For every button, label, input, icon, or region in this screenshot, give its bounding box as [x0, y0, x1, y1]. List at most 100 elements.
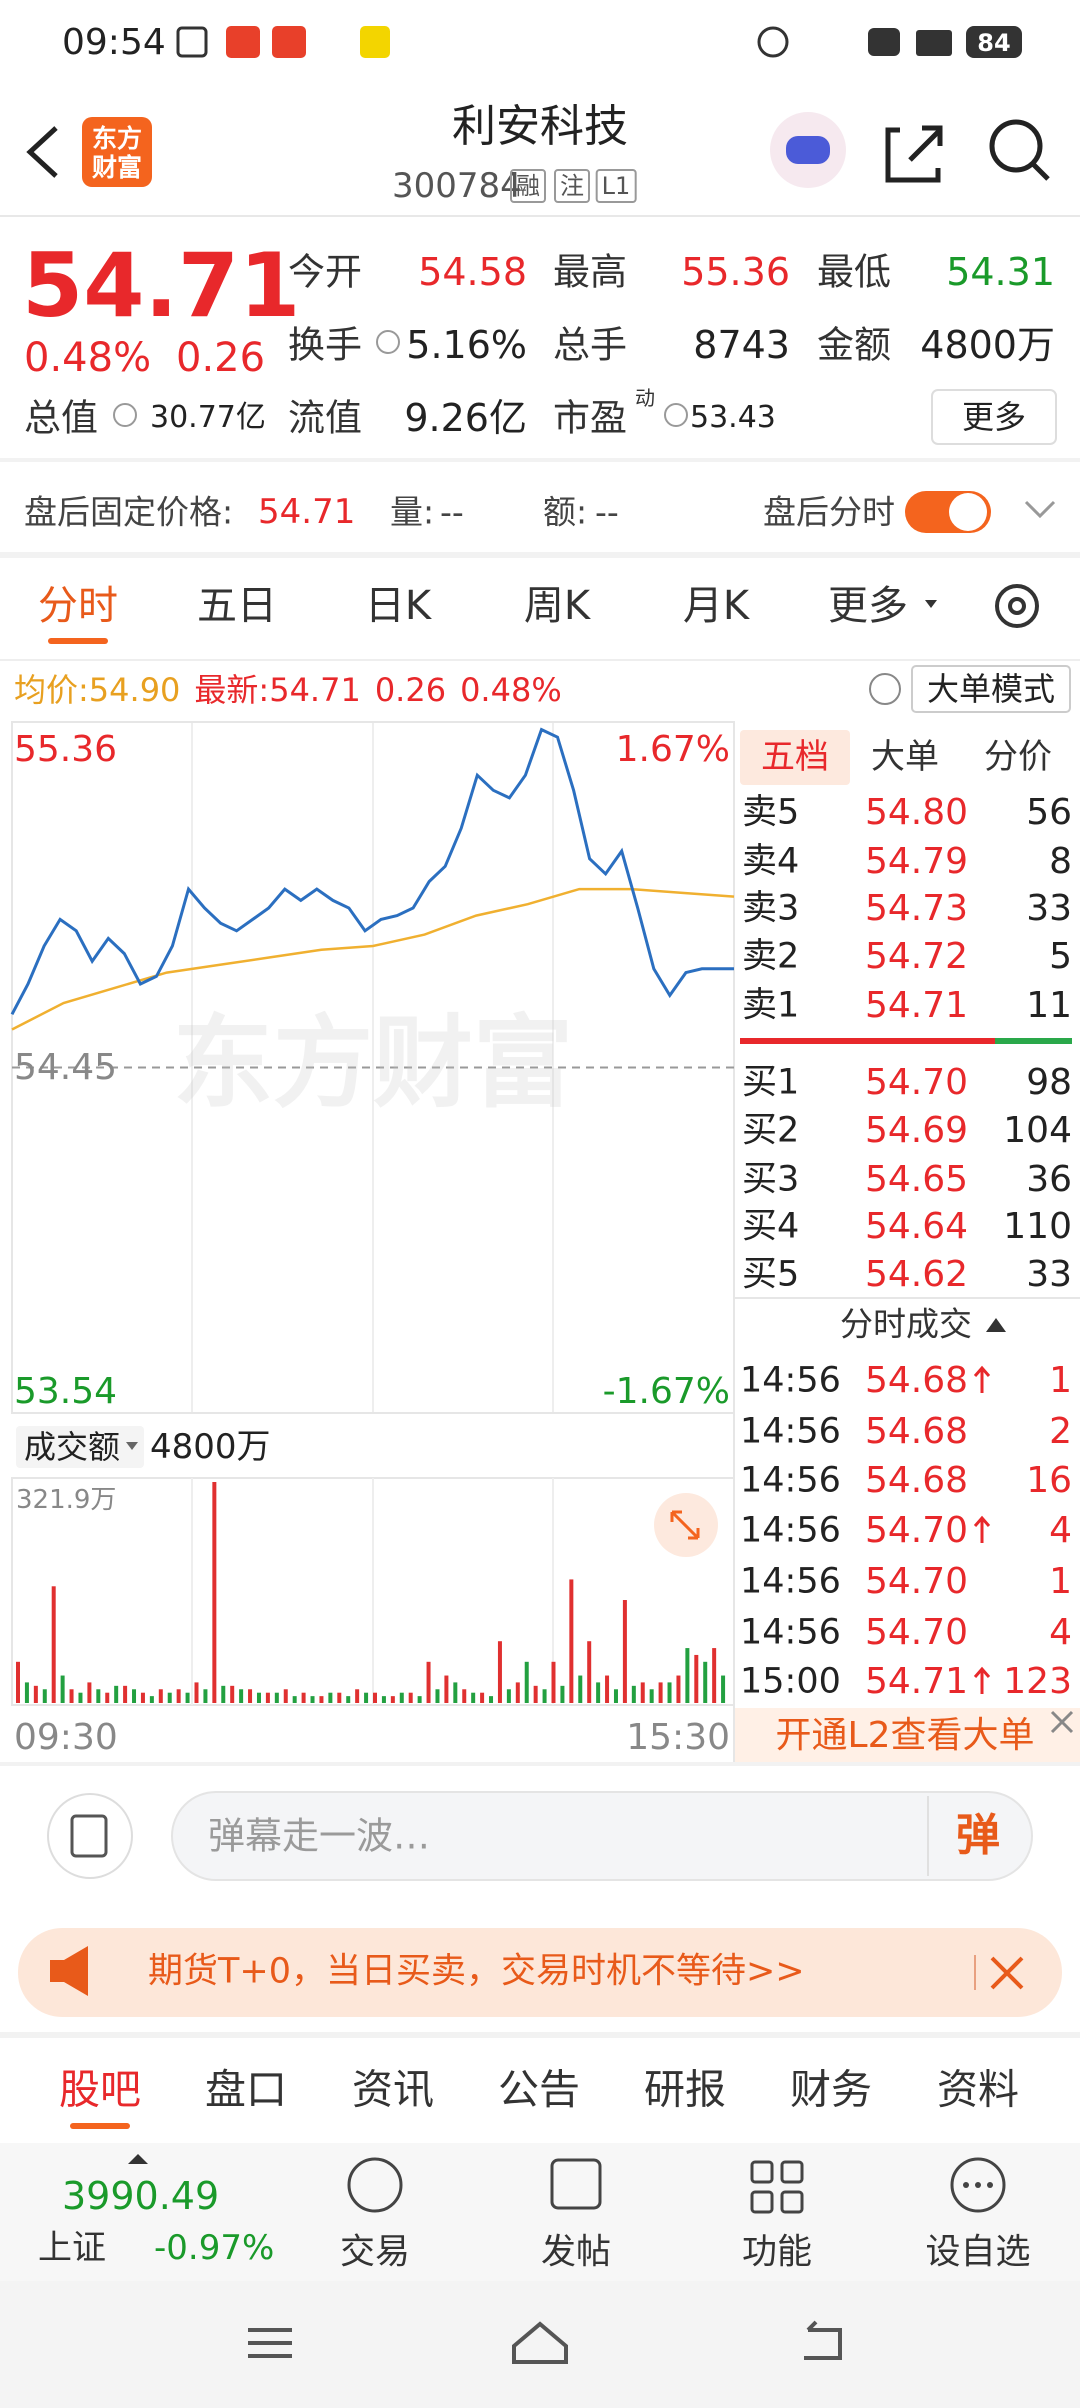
book-price: 54.79	[864, 841, 968, 882]
field-value: 53.43	[690, 400, 776, 435]
volume-bar-down	[489, 1696, 494, 1703]
book-price: 54.69	[864, 1110, 968, 1151]
volume-bar-down	[703, 1661, 708, 1703]
bottom-tab[interactable]: 盘口	[205, 2065, 287, 2114]
trade-volume: 4	[1049, 1612, 1072, 1653]
volume-bar-down	[185, 1692, 190, 1703]
field-value: 54.31	[946, 250, 1055, 294]
trade-time: 14:56	[740, 1360, 841, 1401]
badge: L1	[595, 169, 637, 203]
trade-volume: 4	[1049, 1510, 1072, 1551]
summary-item: 54.71	[269, 671, 361, 709]
ad-text[interactable]: 期货T+0，当日买卖，交易时机不等待>>	[148, 1951, 805, 1992]
volume-bar-down	[453, 1682, 458, 1703]
chart-tab[interactable]: 更多	[828, 583, 908, 629]
volume-bar-down	[221, 1685, 226, 1703]
volume-bar-down	[96, 1689, 101, 1703]
nav-item[interactable]: 交易	[339, 2232, 411, 2273]
book-price: 54.70	[864, 1062, 968, 1103]
nav-item[interactable]: 功能	[741, 2232, 813, 2273]
comment-button[interactable]: 弹	[956, 1810, 1000, 1861]
chart-tab[interactable]: 分时	[38, 583, 118, 629]
comment-placeholder[interactable]: 弹幕走一波…	[208, 1814, 430, 1858]
field-value: 9.26亿	[404, 396, 527, 440]
book-label: 卖3	[742, 888, 800, 929]
volume-bar-down	[42, 1689, 47, 1703]
after-hours-amount-label: 额:	[543, 492, 588, 532]
book-label: 卖1	[742, 985, 800, 1026]
book-label: 买3	[742, 1159, 800, 1200]
volume-max-label: 321.9万	[16, 1485, 117, 1515]
badge: 融	[510, 169, 546, 203]
y-top-label: 55.36	[14, 729, 118, 770]
after-hours-volume-label: 量:	[390, 492, 435, 532]
volume-bar-down	[613, 1689, 618, 1703]
book-label: 买2	[742, 1110, 800, 1151]
back-icon[interactable]	[26, 126, 58, 178]
volume-bar-down	[292, 1696, 297, 1703]
trades-title: 分时成交	[840, 1304, 972, 1344]
volume-bar-down	[506, 1689, 511, 1703]
volume-bar-down	[631, 1685, 636, 1703]
mode-button-bg[interactable]	[911, 665, 1071, 713]
summary-item: 54.90	[88, 671, 181, 709]
ad-banner[interactable]	[18, 1928, 1062, 2017]
more-button[interactable]: 更多	[961, 398, 1027, 436]
mode-button[interactable]: 大单模式	[926, 670, 1056, 708]
volume-bar-down	[667, 1682, 672, 1703]
search-icon[interactable]	[989, 119, 1043, 173]
field-label: 总值	[24, 396, 98, 440]
volume-bar-down	[149, 1696, 154, 1703]
volume-bar-up	[462, 1689, 467, 1703]
price-line	[10, 727, 734, 1016]
trade-price: 54.70	[864, 1612, 968, 1653]
book-price: 54.65	[864, 1159, 968, 1200]
chart-tab[interactable]: 五日	[197, 583, 277, 629]
volume-bar-down	[256, 1692, 261, 1703]
index-value: 3990.49	[62, 2174, 220, 2218]
book-price: 54.73	[864, 888, 968, 929]
bottom-tab[interactable]: 公告	[498, 2065, 580, 2114]
logo: 东方财富	[91, 124, 142, 182]
book-price: 54.71	[864, 985, 968, 1026]
chart-tab[interactable]: 日K	[364, 583, 432, 629]
volume-bar-up	[123, 1685, 128, 1703]
trade-price: 54.70	[864, 1510, 968, 1551]
chart-tab[interactable]: 月K	[682, 583, 750, 629]
volume-bar-down	[542, 1689, 547, 1703]
trade-volume: 1	[1049, 1360, 1072, 1401]
settings-icon[interactable]	[995, 584, 1039, 628]
chart-tab[interactable]: 周K	[523, 583, 591, 629]
bottom-tab[interactable]: 股吧	[59, 2065, 141, 2114]
book-volume: 33	[1026, 888, 1072, 929]
book-price: 54.80	[864, 792, 968, 833]
change-pct: 0.48%	[24, 335, 152, 381]
watermark: 东方财富	[173, 1005, 573, 1122]
more-button-bg[interactable]	[931, 389, 1057, 445]
book-tab[interactable]: 五档	[761, 737, 829, 777]
book-volume: 8	[1049, 841, 1072, 882]
bottom-tab[interactable]: 研报	[644, 2065, 726, 2114]
book-tab[interactable]: 大单	[871, 737, 939, 777]
volume-bar-up	[515, 1682, 520, 1703]
volume-bar-up	[265, 1692, 270, 1703]
comment-input[interactable]	[171, 1791, 1033, 1881]
book-volume: 36	[1026, 1159, 1072, 1200]
nav-item[interactable]: 发帖	[540, 2232, 612, 2273]
trade-price: 54.68	[864, 1360, 968, 1401]
book-volume: 56	[1026, 792, 1072, 833]
volume-bar-up	[337, 1692, 342, 1703]
volume-bar-up	[230, 1685, 235, 1703]
book-tab[interactable]: 分价	[984, 737, 1052, 777]
bottom-tab[interactable]: 财务	[790, 2065, 872, 2114]
bottom-tab[interactable]: 资讯	[352, 2065, 434, 2114]
l2-banner[interactable]: 开通L2查看大单	[775, 1715, 1035, 1756]
bottom-tab[interactable]: 资料	[937, 2065, 1019, 2114]
trade-time: 14:56	[740, 1510, 841, 1551]
nav-item[interactable]: 设自选	[925, 2232, 1031, 2273]
share-icon[interactable]	[885, 125, 943, 183]
volume-bar-down	[471, 1692, 476, 1703]
status-time: 09:54	[62, 22, 166, 63]
trade-time: 15:00	[740, 1661, 841, 1702]
